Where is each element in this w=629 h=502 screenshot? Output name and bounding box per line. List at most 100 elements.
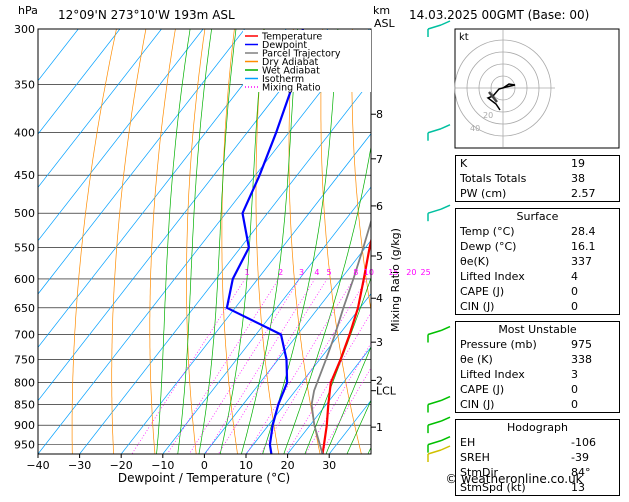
- wind-barb-feather: [440, 445, 451, 451]
- mu-row: Lifted Index 3: [456, 367, 619, 382]
- x-axis-label: Dewpoint / Temperature (°C): [118, 471, 290, 485]
- hpa-label: hPa: [18, 4, 38, 17]
- row-value: 38: [571, 172, 585, 185]
- x-tick-label: −40: [26, 459, 49, 472]
- legend-item-label: Dry Adiabat: [262, 57, 319, 68]
- skewt-chart: 1 2 3 4 5 8 10 15 20 25 −40 −30 −20 −10 0 10 20 30300350…: [14, 4, 620, 486]
- legend-item-label: Isotherm: [262, 74, 304, 85]
- hodograph-ring-label: 20: [483, 111, 493, 120]
- surface-box: Surface Temp (°C) 28.4 Dewp (°C) 16.1 θe(K…: [455, 208, 620, 315]
- wet-adiabat-line: [219, 29, 265, 454]
- x-tick-label: −30: [68, 459, 91, 472]
- mixing-ratio-line: [131, 278, 246, 454]
- wind-barb-feather: [440, 204, 451, 210]
- row-value: 4: [571, 270, 578, 283]
- hodograph-table-title: Hodograph: [507, 421, 568, 434]
- wet-adiabat-line: [346, 399, 371, 454]
- row-label: CAPE (J): [460, 285, 505, 298]
- mu-row: θe (K) 338: [456, 352, 619, 367]
- indices-box: K 19 Totals Totals 38 PW (cm) 2.57: [455, 155, 620, 202]
- wind-barbs: [427, 20, 451, 462]
- series-lines: [225, 29, 371, 454]
- pressure-tick-label: 350: [14, 79, 35, 92]
- row-label: Totals Totals: [460, 172, 527, 185]
- isotherm-line: [38, 29, 79, 82]
- datetime-title: 14.03.2025 00GMT (Base: 00): [409, 8, 589, 22]
- wind-barb-feather: [440, 435, 451, 442]
- x-tick-label: 30: [322, 459, 336, 472]
- most-unstable-box: Most Unstable Pressure (mb) 975 θe (K) 338…: [455, 321, 620, 413]
- mu-row: Pressure (mb) 975: [456, 337, 619, 352]
- legend-item-label: Parcel Trajectory: [262, 49, 341, 60]
- wind-barb-shaft: [427, 24, 442, 30]
- legend-item-label: Temperature: [261, 32, 322, 43]
- row-value: -39: [571, 451, 589, 464]
- isotherm-line: [162, 186, 371, 454]
- hodograph-table-box: Hodograph EH -106 SREH -39 StmDir 84° StmSp…: [455, 419, 620, 496]
- surface-row: Lifted Index 4: [456, 269, 619, 284]
- mixing-ratio-line: [167, 278, 279, 454]
- pressure-tick-label: 600: [14, 273, 35, 286]
- row-label: K: [460, 157, 468, 170]
- mixing-ratio-line: [218, 278, 328, 454]
- row-value: 13: [571, 481, 585, 494]
- mixing-ratio-tick-label: 3: [299, 268, 304, 277]
- row-value: -106: [571, 436, 596, 449]
- isotherm-line: [38, 29, 204, 242]
- row-label: θe (K): [460, 353, 493, 366]
- x-tick-label: 0: [201, 459, 208, 472]
- pressure-tick-label: 900: [14, 419, 35, 432]
- mixing-ratio-labels: 1 2 3 4 5 8 10 15 20 25: [245, 268, 431, 277]
- hodo-row: StmSpd (kt) 13: [456, 480, 619, 495]
- legend-item-label: Wet Adiabat: [262, 66, 320, 77]
- hodo-row: StmDir 84°: [456, 465, 619, 480]
- dry-adiabat-line: [320, 29, 362, 454]
- row-label: CIN (J): [460, 300, 495, 313]
- isotherm-line: [38, 29, 287, 348]
- wind-barb-shaft: [427, 449, 442, 455]
- isotherm-line: [79, 79, 371, 454]
- dry-adiabat-line: [351, 29, 371, 313]
- x-tick-label: 20: [281, 459, 295, 472]
- pressure-tick-label: 300: [14, 23, 35, 36]
- pressure-tick-label: 700: [14, 329, 35, 342]
- hodo-row: EH -106: [456, 435, 619, 450]
- pressure-tick-label: 500: [14, 207, 35, 220]
- row-value: 337: [571, 255, 592, 268]
- mixing-ratio-line: [189, 278, 300, 454]
- index-row-k: K 19: [456, 156, 619, 171]
- grid-lines: [38, 29, 371, 454]
- wind-barb-shaft: [427, 128, 442, 134]
- axes: −40 −30 −20 −10 0 10 20 30 300 350 400 450 500 550 600…: [14, 23, 397, 472]
- series-parcel-trajectory: [310, 218, 371, 454]
- row-value: 0: [571, 300, 578, 313]
- hodograph-ring-label: 40: [470, 124, 480, 133]
- legend-item-label: Dewpoint: [262, 40, 307, 51]
- row-value: 338: [571, 353, 592, 366]
- copyright-footer: © weatheronline.co.uk: [445, 472, 582, 486]
- dry-adiabat-line: [111, 29, 147, 454]
- dry-adiabat-line: [186, 29, 206, 454]
- dry-adiabat-line: [255, 29, 280, 454]
- hodograph-trace: [486, 83, 516, 111]
- height-tick-label: 2: [376, 374, 383, 387]
- row-value: 975: [571, 338, 592, 351]
- mu-row: CAPE (J) 0: [456, 382, 619, 397]
- row-label: StmSpd (kt): [460, 481, 526, 494]
- wind-barb-shaft: [427, 399, 442, 406]
- pressure-tick-label: 450: [14, 169, 35, 182]
- wind-barb-feather: [440, 20, 451, 26]
- isotherm-line: [38, 29, 245, 295]
- mixing-ratio-line: [305, 342, 371, 454]
- wet-adiabat-line: [241, 29, 299, 454]
- isotherm-line: [38, 29, 370, 454]
- wind-barb-shaft: [427, 420, 442, 426]
- location-title: 12°09'N 273°10'W 193m ASL: [58, 8, 235, 22]
- legend-item-label: Mixing Ratio: [262, 83, 321, 94]
- row-value: 3: [571, 368, 578, 381]
- mixing-ratio-axis-label: Mixing Ratio (g/kg): [389, 228, 402, 332]
- row-value: 19: [571, 157, 585, 170]
- row-label: EH: [460, 436, 476, 449]
- pressure-tick-label: 550: [14, 242, 35, 255]
